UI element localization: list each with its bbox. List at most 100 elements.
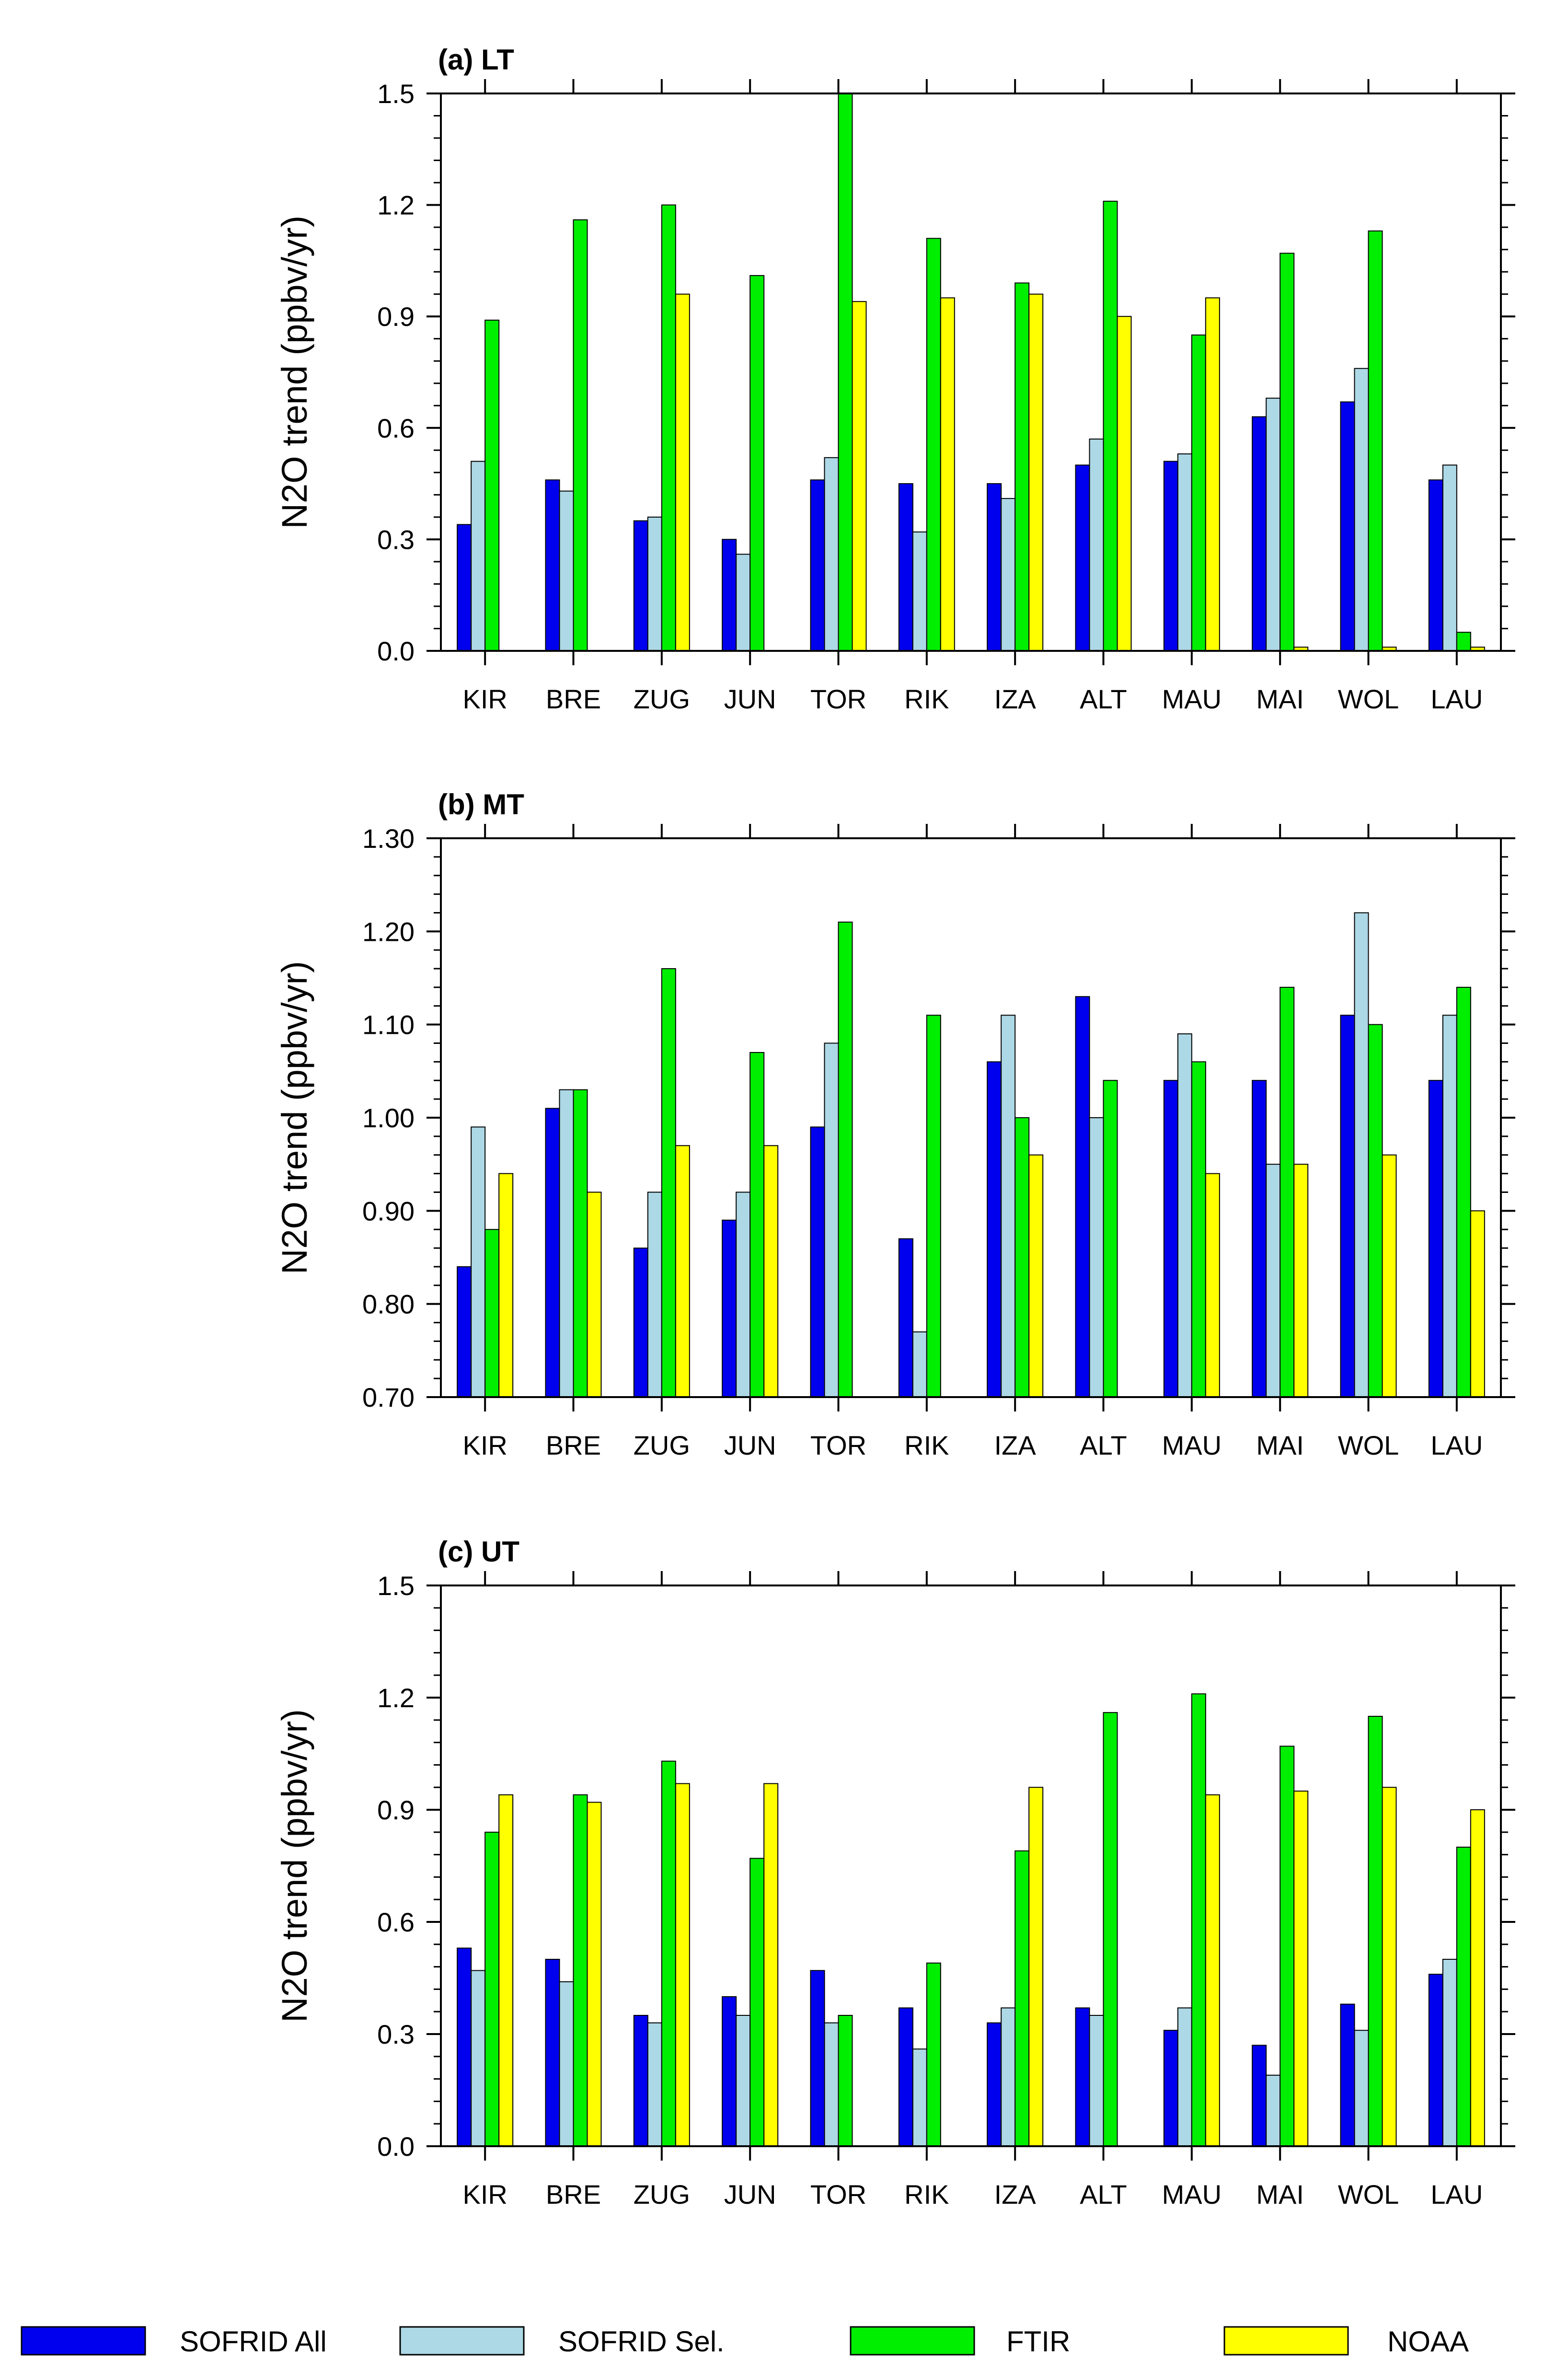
bar-lau-ftir [1456, 632, 1471, 651]
bar-kir-noaa [498, 1794, 514, 2147]
bar-zug-sofrid-sel [647, 2022, 662, 2147]
bar-zug-sofrid-sel [647, 516, 662, 651]
bar-rik-ftir [926, 238, 941, 651]
bar-tor-noaa [852, 301, 867, 651]
x-tick-label-mau: MAU [1162, 1430, 1222, 1460]
bar-mai-sofrid-sel [1266, 1164, 1281, 1398]
legend-swatch-sofrid-all [21, 2326, 146, 2356]
bar-bre-ftir [573, 1794, 588, 2147]
legend-label-noaa: NOAA [1387, 2325, 1469, 2358]
x-tick-label-wol: WOL [1338, 1430, 1399, 1460]
bar-mai-sofrid-sel [1266, 397, 1281, 651]
bar-kir-sofrid-all [457, 1266, 472, 1398]
bar-kir-sofrid-sel [471, 1970, 486, 2147]
chart-panel-2: 0.70 0.80 0.90 1.00 1.10 1.20 1.30 KIR BRE ZUG JUN… [275, 788, 1515, 1460]
chart-title: (a) LT [438, 44, 514, 76]
x-tick-label-tor: TOR [810, 684, 866, 714]
bar-wol-sofrid-sel [1354, 2030, 1369, 2147]
x-tick-label-wol: WOL [1338, 2179, 1399, 2209]
bar-bre-sofrid-sel [559, 490, 574, 652]
bar-lau-noaa [1470, 1210, 1485, 1398]
x-tick-label-jun: JUN [724, 684, 776, 714]
y-tick-label: 1.00 [362, 1103, 415, 1133]
bar-rik-sofrid-sel [912, 1331, 927, 1398]
bar-jun-sofrid-sel [736, 1191, 751, 1398]
bar-tor-sofrid-all [810, 1970, 825, 2147]
bar-lau-ftir [1456, 1847, 1471, 2147]
bar-mai-noaa [1293, 1164, 1309, 1398]
bar-alt-ftir [1103, 1712, 1118, 2147]
bar-jun-noaa [763, 1145, 779, 1398]
bar-rik-sofrid-all [898, 483, 913, 651]
bar-bre-sofrid-all [545, 1959, 560, 2147]
x-tick-label-alt: ALT [1080, 1430, 1127, 1460]
bar-wol-ftir [1368, 1716, 1383, 2147]
bar-wol-sofrid-sel [1354, 912, 1369, 1398]
y-tick-label: 1.5 [377, 1571, 415, 1601]
bar-bre-ftir [573, 219, 588, 651]
bar-wol-sofrid-all [1340, 2003, 1355, 2147]
y-tick-label: 0.6 [377, 413, 415, 443]
x-tick-label-iza: IZA [994, 1430, 1037, 1460]
bar-jun-sofrid-sel [736, 554, 751, 651]
bar-iza-noaa [1028, 293, 1044, 651]
bar-alt-sofrid-sel [1089, 1117, 1104, 1398]
bar-tor-sofrid-sel [824, 1042, 839, 1398]
x-tick-label-bre: BRE [546, 684, 601, 714]
y-tick-label: 0.9 [377, 1795, 415, 1825]
x-tick-label-rik: RIK [904, 684, 949, 714]
bar-rik-sofrid-all [898, 1238, 913, 1398]
bar-lau-sofrid-all [1428, 1080, 1443, 1398]
bar-kir-ftir [484, 1229, 500, 1398]
bar-tor-ftir [838, 2015, 853, 2147]
bar-iza-sofrid-sel [1001, 2007, 1016, 2147]
bar-bre-sofrid-sel [559, 1981, 574, 2147]
x-tick-label-jun: JUN [724, 1430, 776, 1460]
bar-bre-sofrid-all [545, 479, 560, 651]
bar-rik-noaa [940, 297, 955, 651]
bar-tor-ftir [838, 93, 853, 651]
x-tick-label-zug: ZUG [634, 684, 690, 714]
bar-mau-ftir [1191, 1693, 1206, 2147]
bar-wol-ftir [1368, 230, 1383, 651]
bar-zug-noaa [675, 1145, 690, 1398]
x-tick-label-lau: LAU [1430, 1430, 1483, 1460]
y-tick-label: 1.2 [377, 1683, 415, 1713]
x-tick-label-tor: TOR [810, 1430, 866, 1460]
bar-bre-noaa [587, 1191, 602, 1398]
bar-bre-ftir [573, 1089, 588, 1398]
bar-kir-sofrid-sel [471, 461, 486, 652]
bar-wol-ftir [1368, 1024, 1383, 1398]
bar-kir-ftir [484, 319, 500, 651]
x-tick-label-bre: BRE [546, 1430, 601, 1460]
bar-zug-ftir [661, 968, 676, 1398]
bar-mau-sofrid-all [1163, 2030, 1178, 2147]
bar-jun-sofrid-all [722, 1996, 737, 2147]
bar-jun-sofrid-sel [736, 2015, 751, 2147]
x-tick-label-jun: JUN [724, 2179, 776, 2209]
y-tick-label: 0.0 [377, 2131, 415, 2162]
bar-lau-sofrid-all [1428, 479, 1443, 651]
bar-zug-sofrid-sel [647, 1191, 662, 1398]
bar-alt-sofrid-all [1075, 2007, 1090, 2147]
legend-label-sofrid-all: SOFRID All [180, 2325, 327, 2358]
bar-zug-noaa [675, 293, 690, 651]
bar-lau-sofrid-sel [1442, 464, 1457, 651]
x-tick-label-lau: LAU [1430, 684, 1483, 714]
y-tick-label: 0.70 [362, 1382, 415, 1412]
bar-zug-ftir [661, 1760, 676, 2147]
bar-rik-ftir [926, 1015, 941, 1398]
plot-frame [440, 1585, 1502, 2147]
bar-mau-ftir [1191, 1061, 1206, 1398]
bar-zug-sofrid-all [633, 1248, 648, 1398]
bar-zug-ftir [661, 204, 676, 652]
bar-iza-ftir [1015, 1850, 1030, 2147]
legend-swatch-sofrid-sel [399, 2326, 525, 2356]
y-tick-label: 1.20 [362, 916, 415, 947]
legend-swatch-noaa [1223, 2326, 1349, 2356]
bar-bre-sofrid-all [545, 1108, 560, 1398]
bar-lau-sofrid-all [1428, 1974, 1443, 2147]
bar-iza-noaa [1028, 1787, 1044, 2147]
bar-iza-ftir [1015, 282, 1030, 651]
